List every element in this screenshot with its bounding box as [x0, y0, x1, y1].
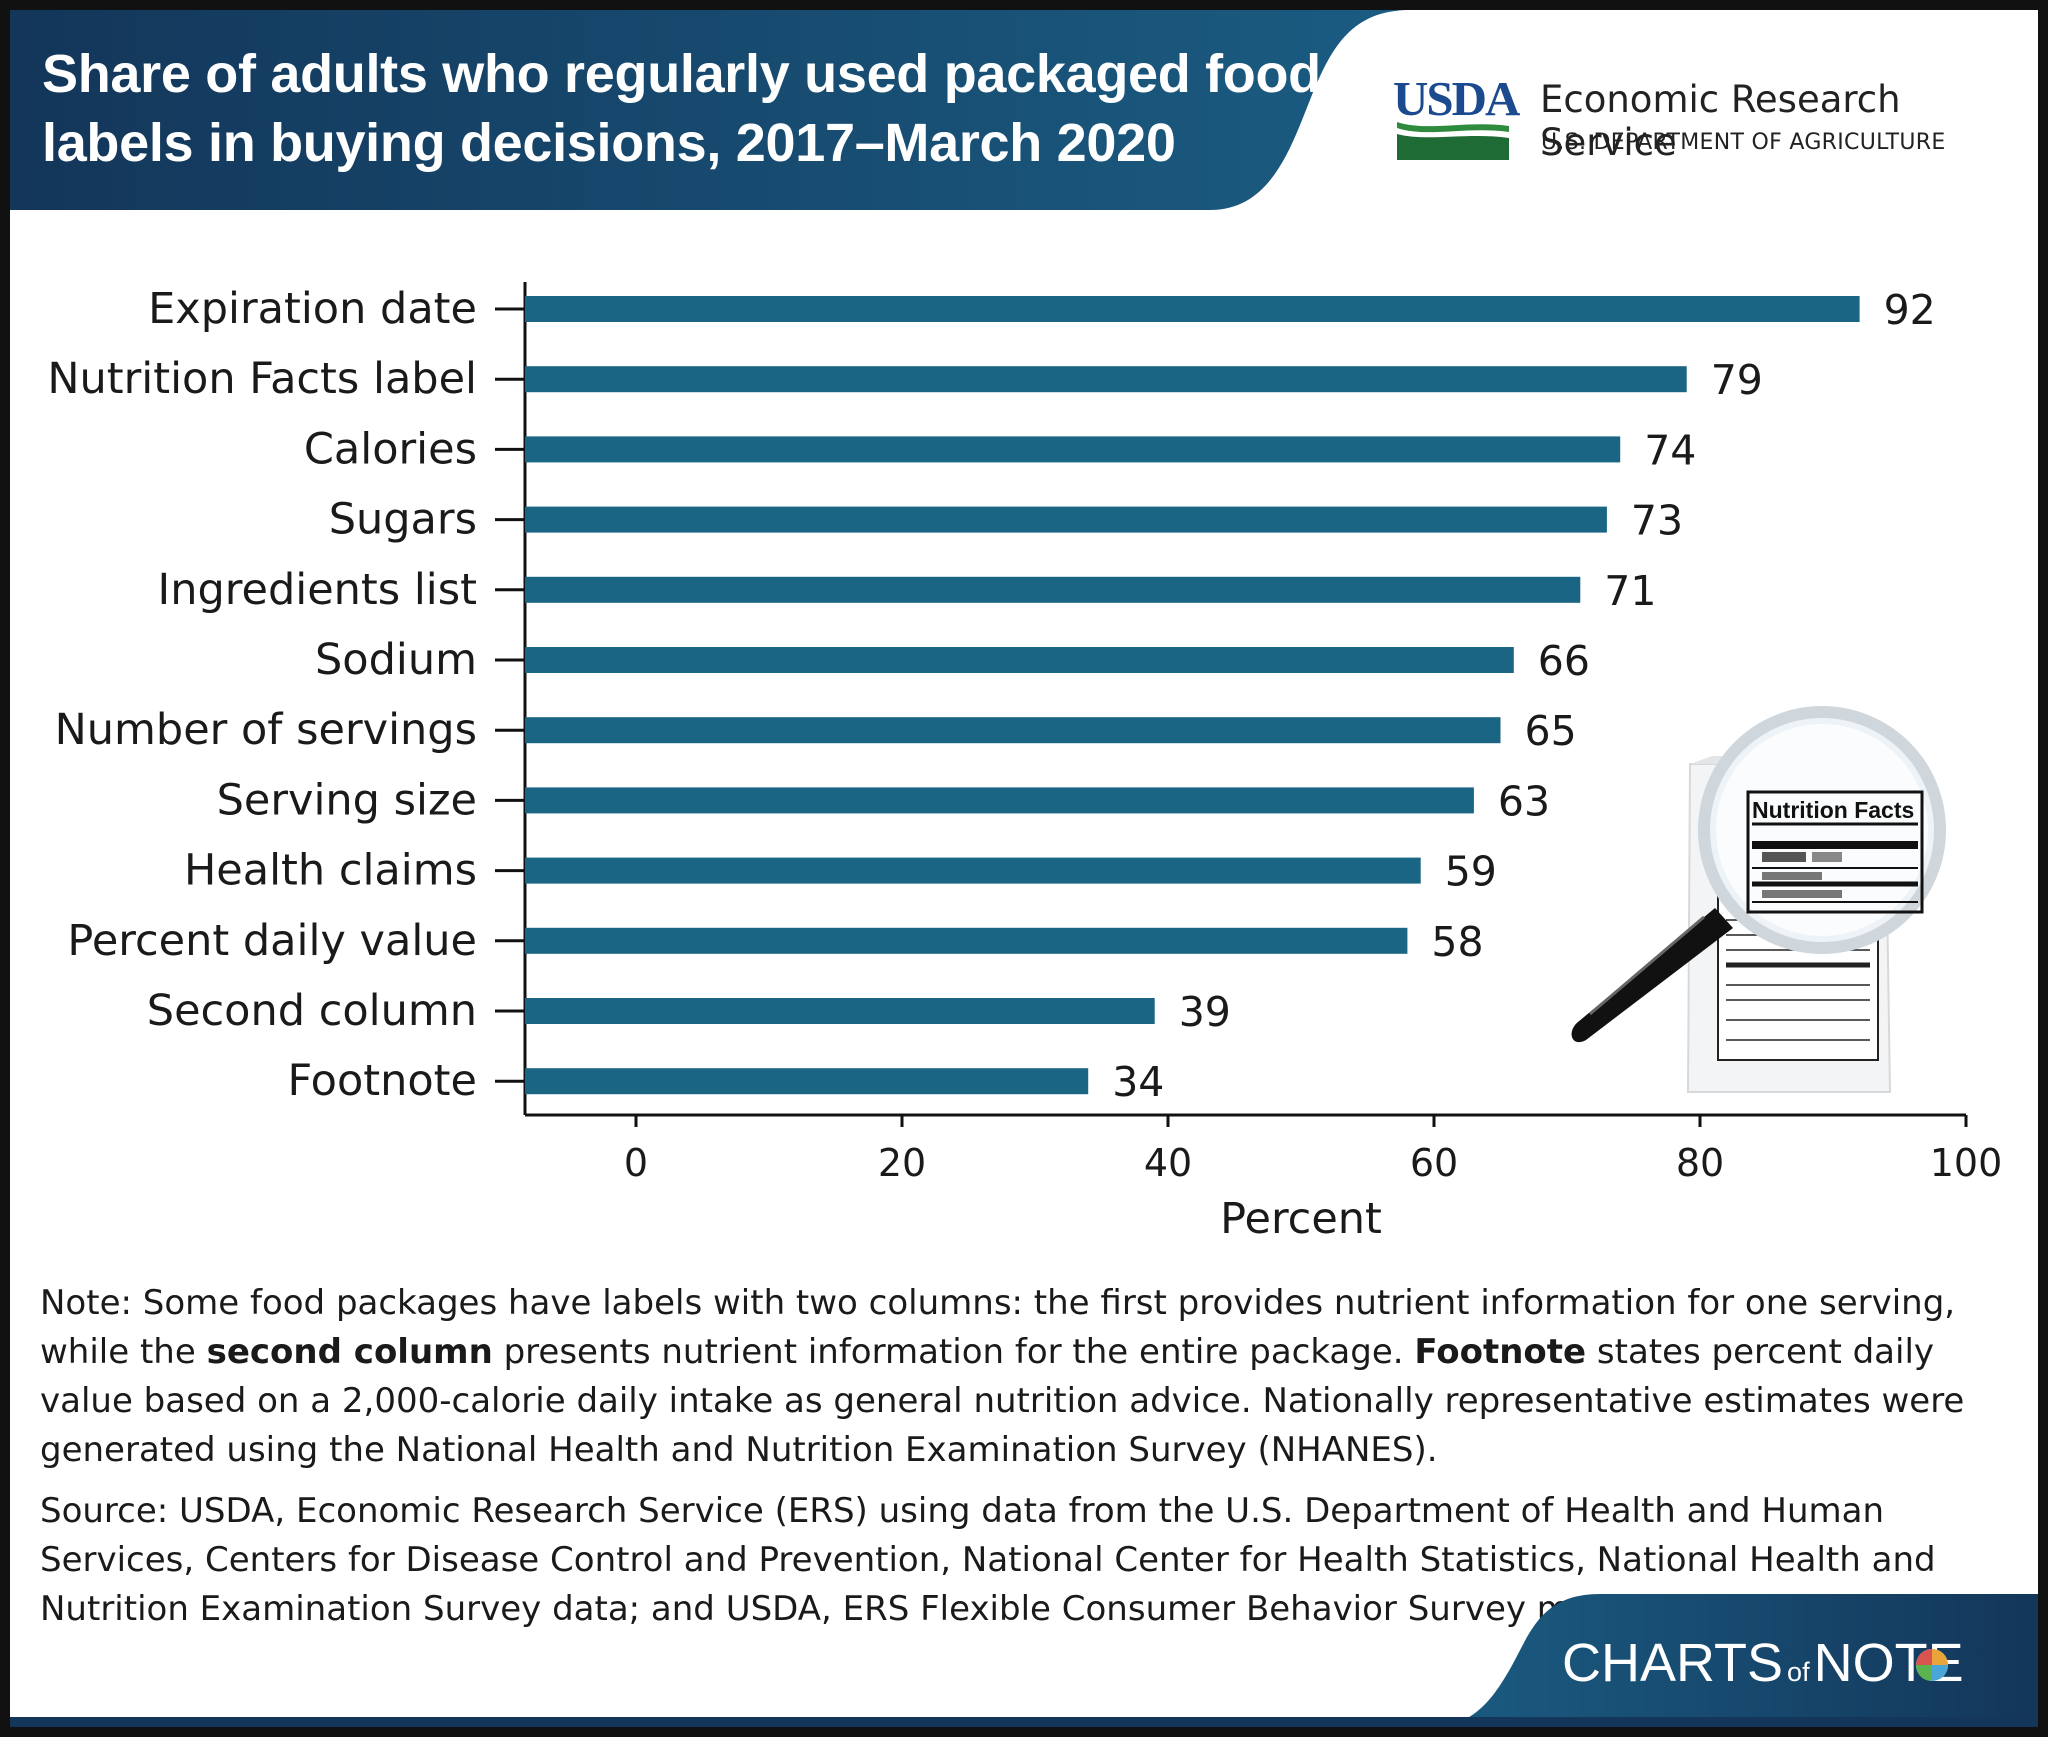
x-tick-label: 40: [1144, 1141, 1192, 1185]
data-label: 34: [1112, 1058, 1164, 1106]
bar: [525, 576, 1581, 603]
data-label: 92: [1884, 286, 1936, 334]
category-label: Expiration date: [148, 284, 477, 334]
bar: [525, 647, 1514, 673]
bar: [525, 787, 1474, 814]
data-label: 58: [1431, 918, 1483, 966]
category-label: Footnote: [287, 1056, 477, 1106]
data-label: 73: [1631, 497, 1683, 545]
note-bold-footnote: Footnote: [1414, 1332, 1587, 1372]
category-label: Number of servings: [55, 705, 477, 755]
x-tick-label: 80: [1676, 1141, 1724, 1185]
charts-of-note-logo: CHARTS ofNOTE: [1562, 1632, 1964, 1694]
bar: [525, 998, 1155, 1024]
category-label: Second column: [147, 986, 477, 1036]
pie-chart-icon: [1916, 1649, 1948, 1681]
bar: [525, 506, 1607, 533]
category-label: Percent daily value: [67, 916, 477, 966]
note-bold-second-column: second column: [206, 1332, 493, 1372]
bar: [525, 436, 1621, 463]
bar: [525, 857, 1421, 884]
footer-corner-band: [1430, 1594, 2038, 1727]
brand-charts: CHARTS: [1562, 1633, 1784, 1693]
note-text: Note: Some food packages have labels wit…: [40, 1279, 2000, 1475]
source-text: Source: USDA, Economic Research Service …: [40, 1491, 1936, 1629]
bar: [525, 296, 1860, 322]
brand-of: of: [1787, 1657, 1810, 1687]
nutrition-facts-label-text: Nutrition Facts: [1752, 797, 1914, 823]
x-tick-label: 0: [624, 1141, 648, 1185]
note-part-1: Note: Some food packages have labels wit…: [40, 1283, 1956, 1372]
bar-chart: 0 20 40 60 80 100 Percent Expiration date Nutrit…: [47, 282, 2003, 1244]
usda-logo-text: USDA: [1393, 71, 1520, 126]
data-label: 79: [1711, 356, 1763, 404]
x-tick-label: 100: [1930, 1141, 2003, 1185]
x-axis-title: Percent: [1220, 1194, 1382, 1244]
data-label: 74: [1644, 426, 1696, 474]
usda-logo-icon: [1397, 122, 1509, 160]
nutrition-label-magnifier-illustration: Nutrition Facts: [1571, 706, 1946, 1093]
data-label: 66: [1538, 637, 1590, 685]
notes-section: Note: Some food packages have labels wit…: [40, 1279, 2000, 1634]
category-label: Health claims: [184, 846, 477, 896]
header-band: [10, 10, 1410, 210]
category-label: Sodium: [315, 635, 477, 685]
bar: [525, 366, 1687, 393]
data-label: 65: [1525, 707, 1577, 755]
agency-name: Economic Research Service: [1540, 78, 1901, 164]
note-part-3: states percent daily value based on a 2,…: [40, 1332, 1965, 1470]
data-label: 39: [1179, 988, 1231, 1036]
category-label: Serving size: [217, 775, 477, 825]
category-label: Nutrition Facts label: [47, 354, 477, 404]
note-part-2: presents nutrient information for the en…: [492, 1332, 1415, 1372]
x-tick-label: 20: [878, 1141, 926, 1185]
category-label: Sugars: [329, 495, 477, 545]
bar: [525, 717, 1501, 744]
category-label: Ingredients list: [158, 565, 477, 615]
bar: [525, 927, 1408, 954]
department-name: U.S. DEPARTMENT OF AGRICULTURE: [1541, 130, 1946, 155]
data-label: 63: [1498, 777, 1550, 825]
data-label: 59: [1445, 848, 1497, 896]
chart-title: Share of adults who regularly used packa…: [42, 44, 1321, 173]
category-label: Calories: [304, 424, 477, 474]
bar: [525, 1068, 1089, 1095]
footer-bottom-strip: [10, 1717, 2038, 1727]
x-tick-label: 60: [1410, 1141, 1458, 1185]
data-label: 71: [1604, 567, 1656, 615]
